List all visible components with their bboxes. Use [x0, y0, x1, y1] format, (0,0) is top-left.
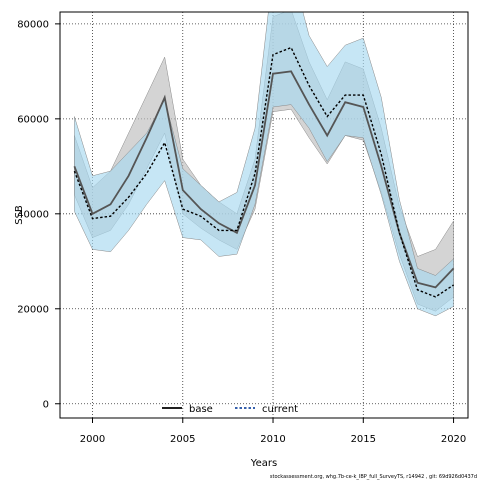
- legend-label-current: current: [262, 404, 298, 415]
- series-line-current: [73, 46, 454, 298]
- y-axis: 0 20000 40000 60000 80000: [17, 19, 60, 410]
- confidence-band-current: [74, 12, 454, 317]
- x-tick-label: 2005: [170, 434, 195, 445]
- y-tick-label: 80000: [17, 19, 49, 30]
- x-tick-label: 2015: [351, 434, 376, 445]
- y-tick-label: 0: [43, 399, 49, 410]
- legend: base current: [162, 404, 298, 415]
- x-axis: 2000 2005 2010 2015 2020: [80, 418, 466, 445]
- y-axis-title: SSB: [14, 205, 25, 225]
- x-axis-title: Years: [250, 458, 277, 469]
- x-tick-label: 2000: [80, 434, 105, 445]
- y-tick-label: 60000: [17, 114, 49, 125]
- confidence-bands: [74, 12, 454, 317]
- x-tick-label: 2010: [260, 434, 285, 445]
- legend-label-base: base: [189, 404, 213, 415]
- footer-credit: stockassessment.org, whg.7b-ce-k_IBP_ful…: [270, 474, 477, 480]
- series-line-base: [73, 70, 455, 289]
- y-tick-label: 40000: [17, 209, 49, 220]
- y-tick-label: 20000: [17, 304, 49, 315]
- x-tick-label: 2020: [441, 434, 466, 445]
- series-lines: [73, 46, 455, 298]
- plot-frame: [59, 11, 469, 419]
